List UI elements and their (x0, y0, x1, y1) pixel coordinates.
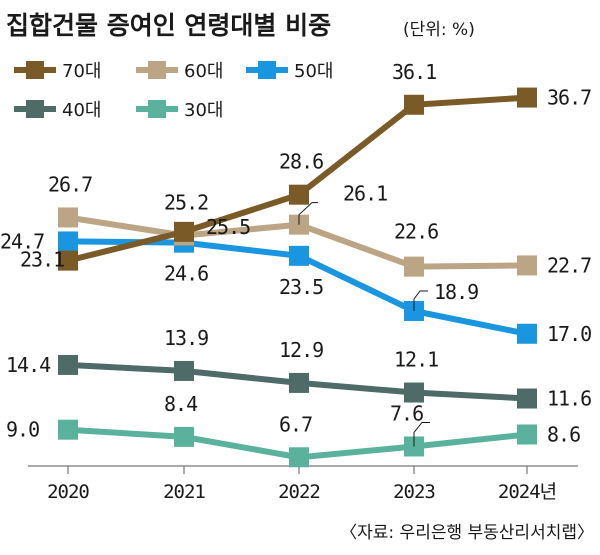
source-note: 〈자료: 우리은행 부동산리서치랩〉 (340, 523, 594, 543)
legend-swatch-marker (26, 61, 44, 79)
data-point-marker (404, 382, 424, 403)
data-point-marker (174, 360, 194, 381)
data-value-label: 25.2 (164, 190, 208, 214)
legend-swatch-marker (148, 100, 166, 118)
legend-item: 60대 (136, 61, 223, 82)
data-value-label: 8.6 (547, 422, 580, 446)
data-point-marker (404, 256, 424, 277)
data-value-label: 23.1 (20, 248, 64, 272)
data-point-marker (404, 94, 424, 115)
data-point-marker (174, 426, 194, 447)
data-point-marker (58, 354, 78, 375)
legend-label: 60대 (184, 61, 223, 82)
data-value-label: 8.4 (164, 392, 198, 416)
data-value-label: 13.9 (164, 326, 208, 350)
data-value-label: 11.6 (547, 387, 591, 411)
data-value-label: 17.0 (547, 322, 591, 346)
data-value-label: 24.7 (0, 229, 44, 253)
data-point-marker (517, 255, 537, 276)
data-point-marker (58, 419, 78, 440)
legend-item: 70대 (14, 61, 101, 82)
data-value-label: 6.7 (279, 412, 312, 436)
legend: 70대 60대 50대 40대 30대 (14, 61, 333, 121)
data-value-label: 36.7 (547, 86, 591, 110)
legend-item: 40대 (14, 100, 101, 121)
label-leader-line (413, 421, 430, 447)
data-value-label: 18.9 (434, 280, 478, 304)
data-value-label: 25.5 (206, 215, 250, 239)
data-point-marker (517, 388, 537, 409)
data-value-label: 22.6 (394, 220, 438, 244)
data-value-label: 12.1 (394, 348, 438, 372)
x-tick-label: 2024년 (498, 481, 556, 503)
x-tick-label: 2020 (47, 481, 89, 503)
data-point-marker (517, 87, 537, 108)
data-value-label: 9.0 (6, 418, 39, 442)
x-tick-label: 2023 (393, 481, 435, 503)
data-point-marker (289, 245, 309, 266)
legend-swatch-marker (26, 100, 44, 118)
data-point-marker (58, 207, 78, 228)
x-tick-label: 2022 (278, 481, 320, 503)
x-tick-label: 2021 (163, 481, 205, 503)
x-axis: 2020 2021 2022 2023 2024년 (28, 465, 578, 503)
data-point-marker (58, 231, 78, 252)
data-point-marker (289, 372, 309, 393)
series-line (67, 94, 528, 264)
legend-swatch-marker (258, 61, 276, 79)
legend-label: 40대 (62, 100, 101, 121)
data-point-marker (517, 424, 537, 445)
data-value-label: 7.6 (390, 401, 423, 425)
data-value-label: 23.5 (279, 275, 323, 299)
data-point-marker (289, 184, 309, 205)
legend-label: 30대 (184, 100, 223, 121)
legend-swatch-marker (148, 61, 166, 79)
legend-label: 70대 (62, 61, 101, 82)
data-value-label: 22.7 (547, 253, 591, 277)
value-labels: 23.1 25.5 28.6 36.1 36.7 26.7 25.2 26.1 22.6 22.7… (0, 60, 592, 447)
data-value-label: 14.4 (6, 353, 51, 377)
label-leader-line (298, 202, 318, 225)
unit-label: (단위: %) (403, 20, 475, 40)
data-point-marker (517, 323, 537, 344)
data-point-marker (289, 447, 309, 468)
legend-item: 50대 (246, 61, 333, 82)
data-value-label: 24.6 (164, 262, 208, 286)
data-point-marker (58, 250, 78, 271)
data-value-label: 36.1 (392, 60, 436, 84)
data-value-label: 26.1 (343, 182, 387, 206)
data-value-label: 26.7 (48, 172, 92, 196)
chart-title: 집합건물 증여인 연령대별 비중 (6, 11, 331, 40)
data-value-label: 12.9 (279, 338, 323, 362)
legend-label: 50대 (294, 61, 333, 82)
label-leader-line (413, 290, 428, 311)
data-value-label: 28.6 (279, 150, 323, 174)
data-point-marker (174, 221, 194, 242)
legend-item: 30대 (136, 100, 223, 121)
